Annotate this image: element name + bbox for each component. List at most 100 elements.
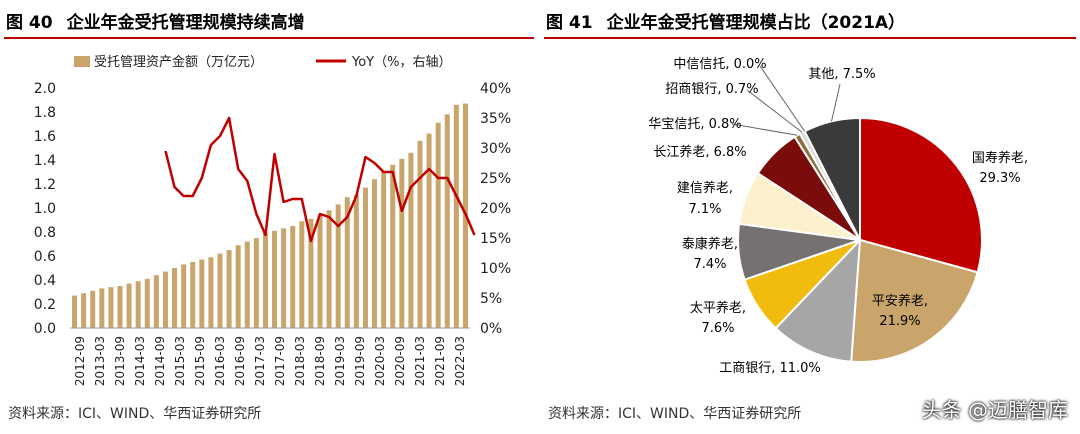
bar: [90, 290, 96, 328]
slice-label-zhongxin: 中信信托, 0.0%: [673, 57, 766, 72]
bar: [408, 152, 414, 328]
x-tick-label: 2017-03: [253, 336, 267, 386]
leader-line: [831, 83, 841, 122]
x-tick-label: 2020-03: [373, 336, 387, 386]
y-right-tick-label: 20%: [480, 201, 511, 217]
bar: [135, 281, 141, 328]
bar: [435, 122, 441, 328]
y-right-tick-label: 10%: [480, 261, 511, 277]
bar: [444, 114, 450, 329]
bar: [372, 179, 378, 328]
slice-label-zhaoshang: 招商银行, 0.7%: [665, 82, 758, 97]
right-source-note: 资料来源：ICI、WIND、华西证券研究所: [548, 406, 802, 422]
bar: [317, 215, 323, 328]
x-tick-label: 2016-09: [233, 336, 247, 386]
x-tick-label: 2020-09: [393, 336, 407, 386]
bar: [353, 194, 359, 328]
bar: [208, 257, 214, 328]
left-figure-title-text: 企业年金受托管理规模持续高增: [66, 13, 305, 33]
bar: [153, 275, 159, 328]
y-right-tick-label: 15%: [480, 231, 511, 247]
slice-label-taikang-value: 7.4%: [693, 257, 726, 272]
y-right-tick-label: 25%: [480, 171, 511, 187]
bar: [253, 238, 259, 328]
x-tick-label: 2016-03: [213, 336, 227, 386]
pie-slice: [859, 116, 983, 274]
slice-label-pingan-value: 21.9%: [879, 314, 920, 329]
slice-label-huabao: 华宝信托, 0.8%: [648, 117, 741, 132]
bar: [126, 283, 132, 328]
x-tick-label: 2021-03: [413, 336, 427, 386]
bar: [217, 253, 223, 328]
legend-bar-label: 受托管理资产金额（万亿元）: [94, 54, 263, 70]
x-tick-label: 2018-03: [293, 336, 307, 386]
x-tick-label: 2018-09: [313, 336, 327, 386]
x-tick-label: 2021-09: [433, 336, 447, 386]
x-tick-label: 2013-09: [113, 336, 127, 386]
yoy-line: [164, 116, 476, 243]
pie-slices: [736, 116, 983, 363]
x-tick-label: 2015-09: [193, 336, 207, 386]
y-left-tick-label: 1.6: [34, 129, 56, 145]
leader-line: [759, 65, 806, 132]
bar: [390, 164, 396, 328]
right-figure-number: 图 41: [546, 13, 593, 33]
pie-slice: [774, 237, 862, 363]
slice-label-jianxin-value: 7.1%: [688, 202, 721, 217]
bar: [326, 210, 332, 328]
right-figure-title: 图 41 企业年金受托管理规模占比（2021A）: [546, 8, 905, 33]
combo-chart: 受托管理资产金额（万亿元） YoY（%，右轴） 0.0 0.2 0.4 0.6 0.8 1…: [34, 54, 511, 386]
pie-leader-lines: [731, 65, 841, 136]
y-left-tick-label: 1.8: [34, 105, 56, 121]
y-right-tick-label: 30%: [480, 141, 511, 157]
watermark: 头条 @迈膳智库: [921, 398, 1068, 422]
slice-label-other: 其他, 7.5%: [808, 67, 875, 82]
bar: [426, 133, 432, 328]
bar-series: [72, 103, 468, 329]
bar: [108, 287, 114, 328]
bar: [299, 221, 305, 328]
bar: [272, 230, 278, 328]
y-left-tick-label: 0.6: [34, 249, 56, 265]
y-left-tick-label: 0.2: [34, 297, 56, 313]
bar: [335, 204, 341, 328]
left-figure-panel: 图 40 企业年金受托管理规模持续高增 受托管理资产金额（万亿元） YoY（%，右…: [0, 0, 538, 434]
slice-label-guoshou-value: 29.3%: [979, 171, 1020, 186]
slice-label-pingan-name: 平安养老,: [872, 293, 928, 309]
bar: [399, 158, 405, 328]
x-tick-label: 2014-09: [153, 336, 167, 386]
pie-slice: [850, 238, 979, 363]
bar: [226, 250, 232, 328]
slice-label-changjiang: 长江养老, 6.8%: [653, 144, 746, 160]
leader-line: [731, 123, 798, 136]
bar: [308, 218, 314, 328]
y-left-tick-label: 2.0: [34, 81, 56, 97]
left-figure-number: 图 40: [6, 13, 53, 33]
x-tick-label: 2017-09: [273, 336, 287, 386]
y-right-tick-label: 5%: [480, 291, 502, 307]
slice-label-guoshou-name: 国寿养老,: [972, 150, 1028, 166]
bar: [417, 140, 423, 328]
slice-label-icbc: 工商银行, 11.0%: [719, 361, 821, 376]
x-tick-label: 2013-03: [93, 336, 107, 386]
legend-bar-swatch: [74, 56, 90, 67]
chart-legend: 受托管理资产金额（万亿元） YoY（%，右轴）: [74, 54, 451, 70]
x-tick-label: 2019-09: [353, 336, 367, 386]
bar: [199, 259, 205, 328]
y-left-tick-label: 1.0: [34, 201, 56, 217]
bar: [281, 228, 287, 328]
x-tick-label: 2014-03: [133, 336, 147, 386]
bar: [262, 233, 268, 328]
bar: [117, 286, 123, 328]
right-title-rule: [544, 37, 1076, 39]
y-left-tick-label: 1.4: [34, 153, 56, 169]
y-axis-right: 0% 5% 10% 15% 20% 25% 30% 35% 40%: [480, 81, 511, 337]
x-tick-label: 2019-03: [333, 336, 347, 386]
bar: [144, 278, 150, 328]
y-left-tick-label: 1.2: [34, 177, 56, 193]
slice-label-taiping-value: 7.6%: [701, 321, 734, 336]
bar: [72, 295, 78, 328]
bar: [453, 104, 459, 328]
bar: [162, 271, 168, 328]
x-tick-label: 2012-09: [73, 336, 87, 386]
